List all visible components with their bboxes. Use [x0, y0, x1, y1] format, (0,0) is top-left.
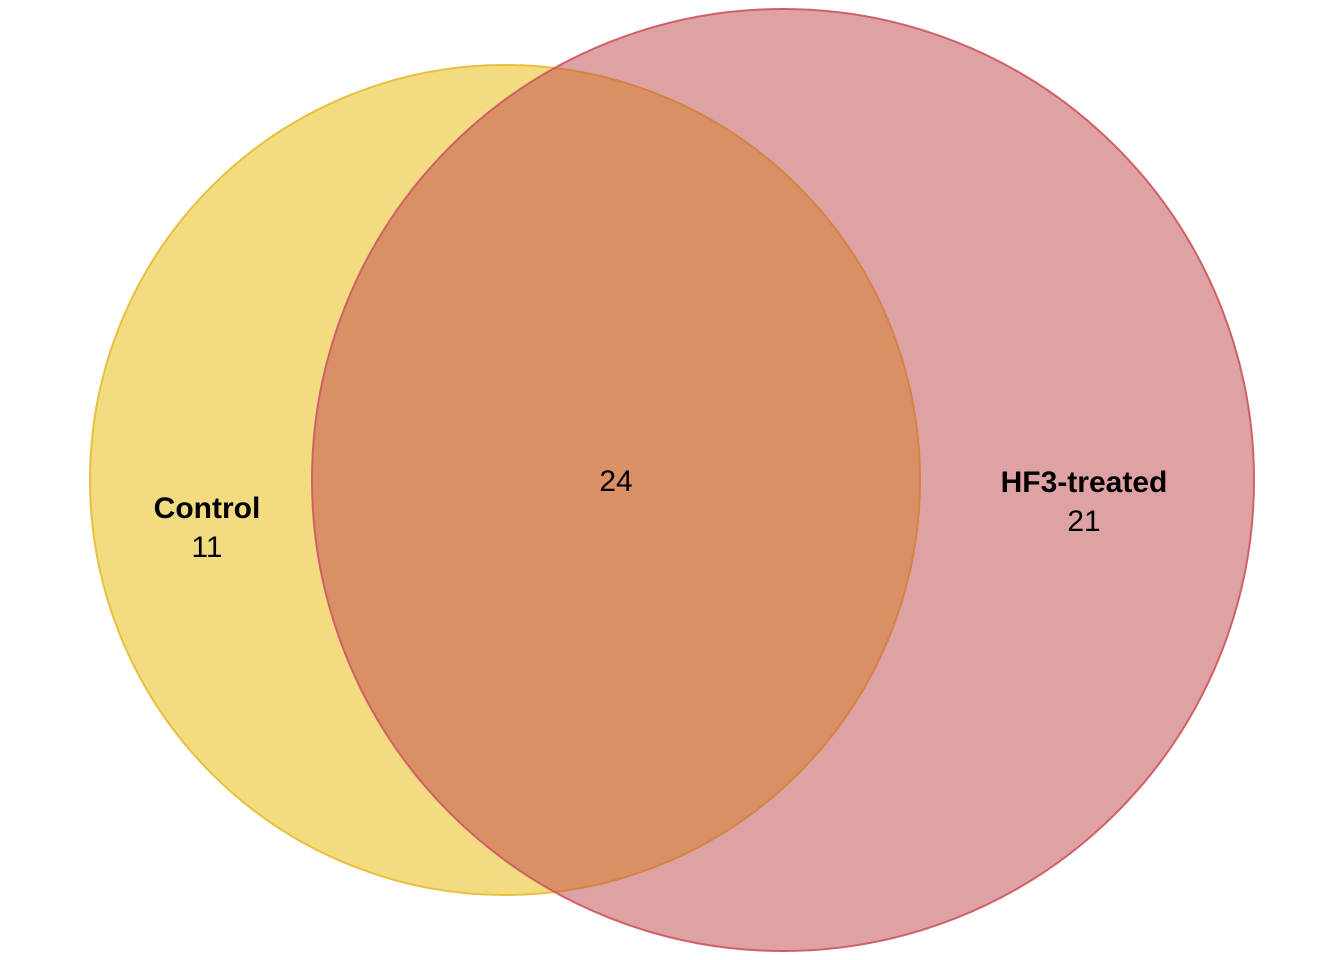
hf3-treated-set-label: HF3-treated	[1001, 466, 1168, 499]
control-set-label: Control	[154, 492, 261, 525]
hf3-treated-only-count: 21	[1067, 505, 1100, 538]
intersection-count: 24	[599, 465, 632, 498]
hf3-treated-set-circle	[311, 8, 1255, 952]
control-only-count: 11	[191, 531, 222, 564]
